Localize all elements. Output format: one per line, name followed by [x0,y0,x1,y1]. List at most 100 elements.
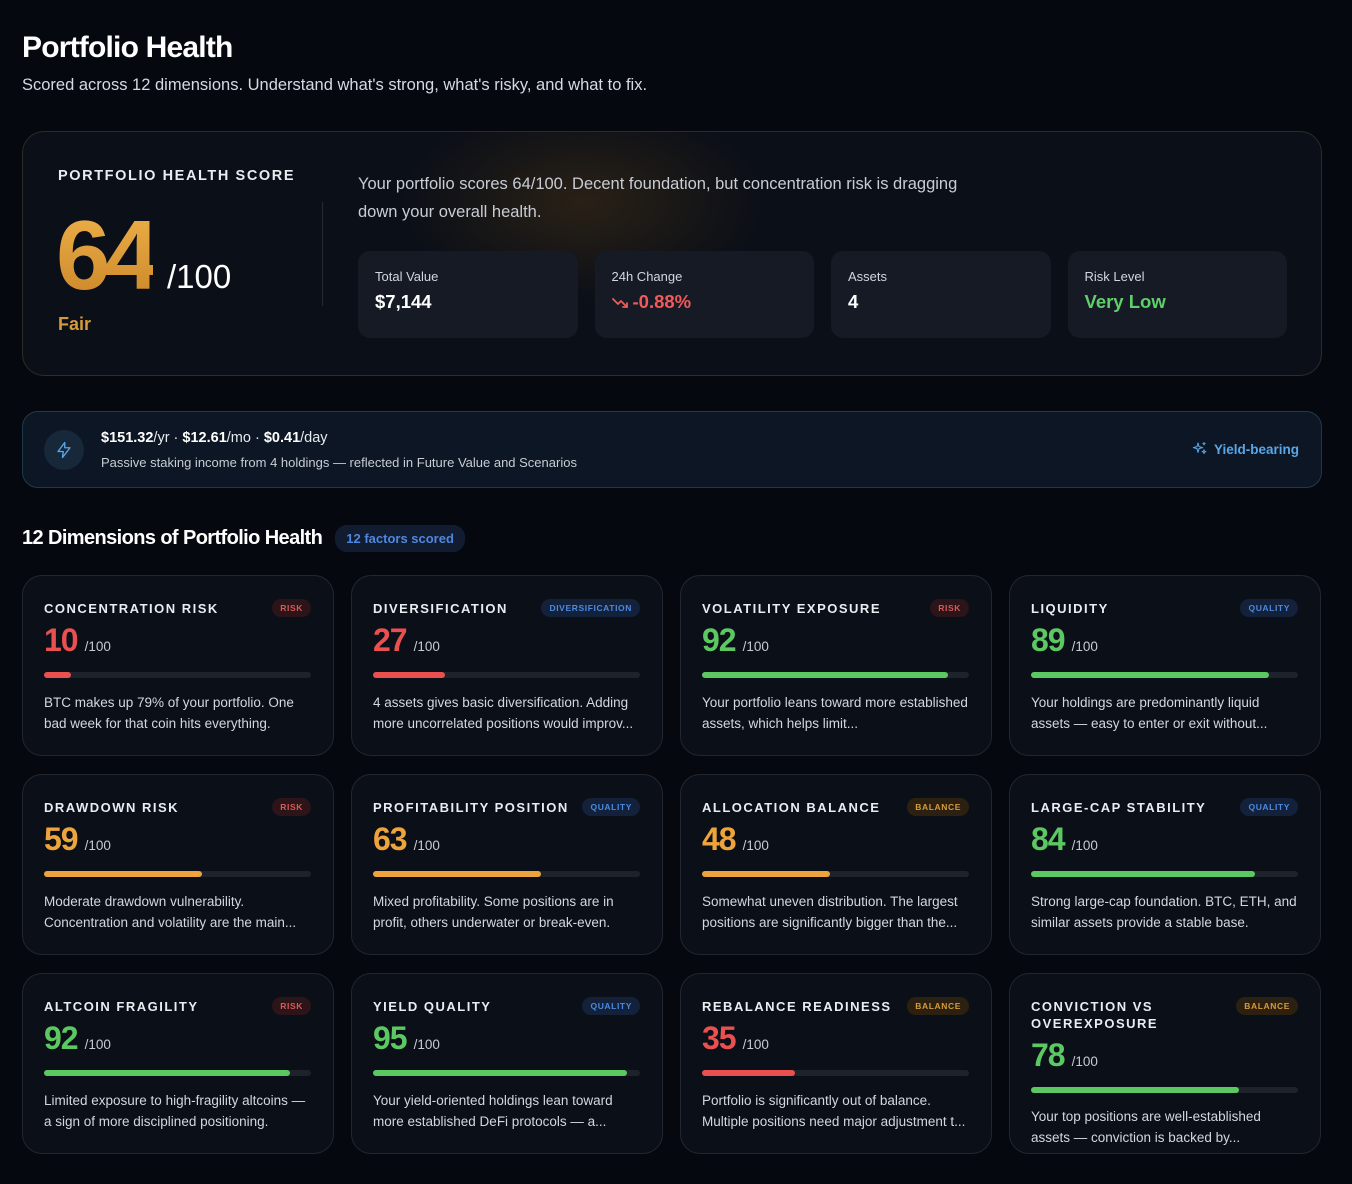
dimension-category-badge: RISK [272,599,311,617]
dimension-score-row: 84/100 [1031,821,1098,858]
score-bar-fill [44,1070,290,1076]
dimensions-header: 12 Dimensions of Portfolio Health 12 fac… [22,525,465,552]
score-bar-fill [702,871,831,877]
dimension-score-max: /100 [413,838,440,853]
dimension-description: Moderate drawdown vulnerability. Concent… [44,894,297,930]
dimension-score-row: 95/100 [373,1020,440,1057]
score-bar-fill [44,871,202,877]
dimension-name: PROFITABILITY POSITION [373,800,569,815]
overall-score: 64 [56,200,159,310]
dimension-card[interactable]: VOLATILITY EXPOSURE RISK 92/100 Your portfo… [680,575,992,756]
score-rating: Fair [58,314,92,334]
dimension-description: Your top positions are well-established … [1031,1109,1261,1145]
score-bar-fill [44,672,71,678]
stat-label: 24h Change [611,269,683,284]
dimension-name: LARGE-CAP STABILITY [1031,800,1207,815]
dimension-score-max: /100 [413,1037,440,1052]
dimension-description: Mixed profitability. Some positions are … [373,894,614,930]
dimension-score-row: 63/100 [373,821,440,858]
lightning-icon [44,430,84,470]
dimension-score: 27 [373,622,408,658]
yield-yearly: $151.32 [101,430,154,446]
dimension-score: 10 [44,622,79,658]
dimension-score-row: 10/100 [44,622,111,659]
health-score-card: PORTFOLIO HEALTH SCORE 64/100 Fair Your … [22,131,1322,376]
score-bar-track [373,871,640,877]
dimension-description: Limited exposure to high-fragility altco… [44,1093,306,1129]
stat-value: 4 [848,291,859,312]
dimension-name: ALLOCATION BALANCE [702,800,881,815]
dimension-card[interactable]: DRAWDOWN RISK RISK 59/100 Moderate drawdown… [22,774,334,955]
dimension-category-badge: RISK [272,997,311,1015]
score-panel: PORTFOLIO HEALTH SCORE 64/100 Fair [56,168,298,334]
dimension-score-row: 59/100 [44,821,111,858]
score-bar-track [1031,672,1298,678]
stat-total-value: Total Value $7,144 [358,251,578,338]
score-bar-track [702,1070,969,1076]
dimension-score-row: 48/100 [702,821,769,858]
dimension-card[interactable]: LARGE-CAP STABILITY QUALITY 84/100 Strong l… [1009,774,1321,955]
dimension-name: YIELD QUALITY [373,999,492,1014]
dimension-name: CONVICTION VS OVEREXPOSURE [1031,999,1159,1031]
dimension-description: 4 assets gives basic diversification. Ad… [373,695,634,731]
dimension-score-max: /100 [742,639,769,654]
score-bar-track [1031,1087,1298,1093]
dimension-card[interactable]: DIVERSIFICATION DIVERSIFICATION 27/100 4 as… [351,575,663,756]
score-bar-track [44,1070,311,1076]
dimension-card[interactable]: YIELD QUALITY QUALITY 95/100 Your yield-ori… [351,973,663,1154]
dimension-description: Portfolio is significantly out of balanc… [702,1093,966,1129]
yield-monthly-unit: /mo · [226,430,264,446]
dimension-card[interactable]: CONVICTION VS OVEREXPOSURE BALANCE 78/100 Y… [1009,973,1321,1154]
yield-daily-unit: /day [300,430,328,446]
dimension-score-row: 92/100 [44,1020,111,1057]
dimension-card[interactable]: LIQUIDITY QUALITY 89/100 Your holdings are … [1009,575,1321,756]
dimension-card[interactable]: ALLOCATION BALANCE BALANCE 48/100 Somewhat … [680,774,992,955]
staking-yield-banner: $151.32/yr · $12.61/mo · $0.41/day Passi… [22,411,1322,488]
dimension-category-badge: QUALITY [582,798,640,816]
dimension-description: Your portfolio leans toward more establi… [702,695,968,731]
dimension-score-row: 89/100 [1031,622,1098,659]
score-bar-track [373,672,640,678]
stat-label: Assets [848,269,888,284]
score-bar-fill [373,1070,627,1076]
score-bar-fill [373,871,542,877]
score-bar-track [373,1070,640,1076]
stat-label: Total Value [375,269,439,284]
score-bar-fill [702,1070,796,1076]
dimension-score-max: /100 [1071,838,1098,853]
dimension-description: BTC makes up 79% of your portfolio. One … [44,695,294,731]
dimension-category-badge: DIVERSIFICATION [541,599,640,617]
dimension-category-badge: QUALITY [1240,798,1298,816]
divider [322,202,323,306]
dimension-card[interactable]: ALTCOIN FRAGILITY RISK 92/100 Limited expos… [22,973,334,1154]
dimension-card[interactable]: REBALANCE READINESS BALANCE 35/100 Portfoli… [680,973,992,1154]
dimension-name: LIQUIDITY [1031,601,1109,616]
stat-risk-level: Risk Level Very Low [1067,251,1287,338]
dimension-score-row: 78/100 [1031,1037,1098,1074]
dimension-score: 95 [373,1020,408,1056]
stat-24h-change: 24h Change -0.88% [594,251,814,338]
dimension-card[interactable]: CONCENTRATION RISK RISK 10/100 BTC makes up… [22,575,334,756]
page-subtitle: Scored across 12 dimensions. Understand … [22,76,648,94]
dimension-score: 63 [373,821,408,857]
portfolio-health-page: Portfolio Health Scored across 12 dimens… [22,30,1322,1154]
dimension-score-max: /100 [742,838,769,853]
dimension-score-row: 92/100 [702,622,769,659]
yield-subtitle: Passive staking income from 4 holdings —… [101,455,577,470]
score-label: PORTFOLIO HEALTH SCORE [58,168,296,184]
stat-value: $7,144 [375,291,432,312]
dimension-score: 92 [44,1020,79,1056]
stat-assets: Assets 4 [831,251,1051,338]
yield-daily: $0.41 [263,430,301,446]
score-bar-fill [1031,871,1256,877]
dimension-score: 78 [1031,1037,1066,1073]
score-summary: Your portfolio scores 64/100. Decent fou… [358,175,958,221]
yield-bearing-link[interactable]: Yield-bearing [1192,441,1299,457]
dimension-name: ALTCOIN FRAGILITY [44,999,199,1014]
dimension-card[interactable]: PROFITABILITY POSITION QUALITY 63/100 Mixed… [351,774,663,955]
dimension-score-max: /100 [1071,1054,1098,1069]
score-row: 64/100 [56,200,231,310]
score-bar-fill [702,672,948,678]
dimension-category-badge: RISK [272,798,311,816]
dimension-score-max: /100 [84,1037,111,1052]
